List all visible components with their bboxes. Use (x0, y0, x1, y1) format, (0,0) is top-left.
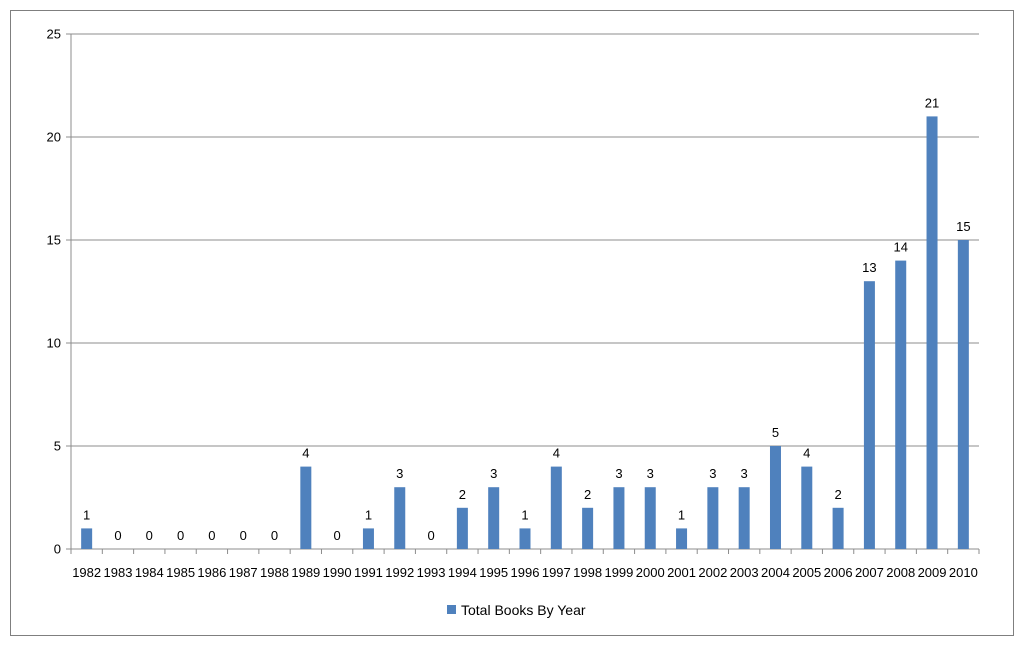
data-label: 1 (365, 507, 372, 522)
bar (582, 507, 594, 549)
y-tick-label: 5 (54, 439, 61, 454)
x-tick-label: 2010 (949, 565, 978, 580)
bar (707, 487, 719, 549)
x-tick-label: 1997 (542, 565, 571, 580)
x-tick-label: 2007 (855, 565, 884, 580)
x-tick-label: 1998 (573, 565, 602, 580)
bar (550, 466, 562, 549)
chart-frame (10, 10, 1014, 636)
data-label: 2 (459, 487, 466, 502)
x-tick-label: 1994 (448, 565, 477, 580)
data-label: 3 (647, 466, 654, 481)
x-tick-label: 2000 (636, 565, 665, 580)
data-label: 3 (741, 466, 748, 481)
x-tick-label: 1986 (197, 565, 226, 580)
y-tick-label: 10 (47, 336, 61, 351)
x-tick-label: 1983 (104, 565, 133, 580)
data-label: 3 (396, 466, 403, 481)
x-tick-label: 1984 (135, 565, 164, 580)
data-label: 0 (334, 528, 341, 543)
bar (519, 528, 531, 549)
data-label: 5 (772, 425, 779, 440)
x-tick-label: 1988 (260, 565, 289, 580)
data-label: 0 (177, 528, 184, 543)
x-tick-label: 2005 (792, 565, 821, 580)
legend: Total Books By Year (447, 602, 586, 618)
x-tick-label: 1987 (229, 565, 258, 580)
bar (863, 281, 875, 549)
data-label: 2 (834, 487, 841, 502)
x-tick-label: 1991 (354, 565, 383, 580)
legend-label: Total Books By Year (461, 602, 586, 618)
bar (456, 507, 468, 549)
y-tick-label: 0 (54, 542, 61, 557)
x-tick-label: 2002 (698, 565, 727, 580)
y-tick-label: 25 (47, 27, 61, 42)
data-label: 15 (956, 219, 970, 234)
bar (926, 116, 938, 550)
data-label: 1 (678, 507, 685, 522)
bar (81, 528, 93, 549)
bar (300, 466, 312, 549)
data-label: 0 (146, 528, 153, 543)
x-tick-label: 1996 (511, 565, 540, 580)
legend-swatch (447, 605, 456, 614)
data-label: 0 (427, 528, 434, 543)
data-label: 13 (862, 260, 876, 275)
data-label: 0 (240, 528, 247, 543)
x-tick-label: 2009 (918, 565, 947, 580)
bar (738, 487, 750, 549)
x-tick-label: 1982 (72, 565, 101, 580)
x-tick-label: 1999 (604, 565, 633, 580)
data-label: 0 (208, 528, 215, 543)
data-label: 14 (893, 240, 907, 255)
bars (81, 116, 969, 550)
axes (66, 33, 980, 554)
grid-lines (71, 33, 979, 447)
bar (488, 487, 500, 549)
data-label: 21 (925, 95, 939, 110)
data-label: 4 (803, 446, 810, 461)
data-label: 0 (271, 528, 278, 543)
x-tick-label: 2003 (730, 565, 759, 580)
x-tick-label: 1989 (291, 565, 320, 580)
bar (613, 487, 625, 549)
x-tick-label: 1993 (417, 565, 446, 580)
x-tick-label: 1990 (323, 565, 352, 580)
data-label: 3 (615, 466, 622, 481)
data-label: 2 (584, 487, 591, 502)
bar (801, 466, 813, 549)
data-label: 4 (553, 446, 560, 461)
x-tick-label: 1995 (479, 565, 508, 580)
bar (676, 528, 688, 549)
y-tick-label: 20 (47, 130, 61, 145)
bar (644, 487, 656, 549)
bar (769, 446, 781, 549)
x-tick-label: 2006 (824, 565, 853, 580)
data-label: 3 (490, 466, 497, 481)
data-label: 1 (521, 507, 528, 522)
data-label: 1 (83, 507, 90, 522)
x-tick-label: 2004 (761, 565, 790, 580)
bar (362, 528, 374, 549)
data-label: 4 (302, 446, 309, 461)
bar (394, 487, 406, 549)
x-tick-label: 2001 (667, 565, 696, 580)
x-tick-label: 1992 (385, 565, 414, 580)
y-tick-label: 15 (47, 233, 61, 248)
data-label: 0 (114, 528, 121, 543)
bar (895, 260, 907, 549)
x-tick-label: 2008 (886, 565, 915, 580)
bar (957, 240, 969, 549)
x-tick-label: 1985 (166, 565, 195, 580)
bar (832, 507, 844, 549)
data-label: 3 (709, 466, 716, 481)
